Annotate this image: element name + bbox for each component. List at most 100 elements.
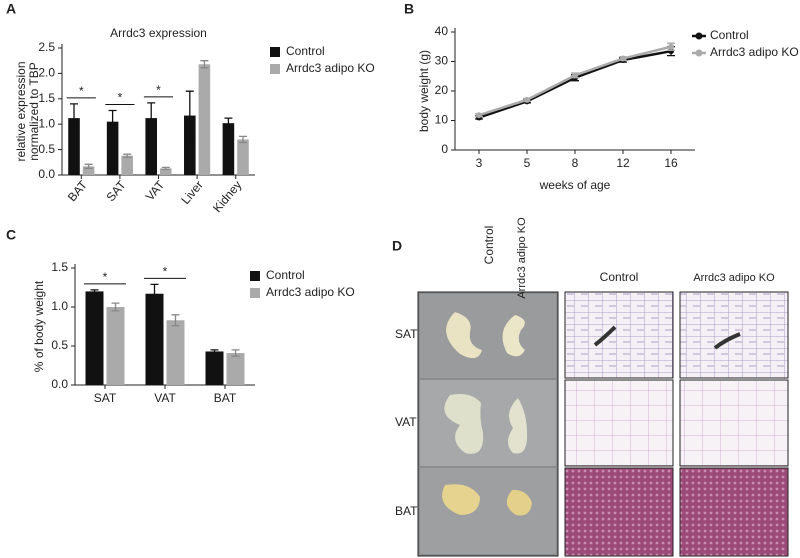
bar xyxy=(205,351,224,385)
bar xyxy=(160,168,172,175)
histology-column-label: Arrdc3 adipo KO xyxy=(693,272,775,284)
vessel xyxy=(713,332,741,350)
y-tick-label: 1.0 xyxy=(38,116,55,130)
row-label: BAT xyxy=(395,504,418,518)
histology xyxy=(679,467,789,557)
legend-label: Control xyxy=(286,44,325,58)
y-tick-label: 0.5 xyxy=(38,142,55,156)
y-axis-label: % of body weight xyxy=(32,280,46,372)
panel-label: D xyxy=(392,238,402,254)
histology xyxy=(564,379,674,467)
legend-label: Arrdc3 adipo KO xyxy=(266,285,355,299)
legend-swatch xyxy=(270,47,280,57)
y-tick-label: 1.0 xyxy=(51,299,68,313)
legend-swatch xyxy=(250,288,260,298)
error-bar xyxy=(90,289,99,294)
panel-label: C xyxy=(6,227,16,243)
x-axis-label: weeks of age xyxy=(539,178,611,192)
y-tick-label: 0.5 xyxy=(51,338,68,352)
bar xyxy=(85,291,104,385)
y-tick-label: 1.5 xyxy=(38,91,55,105)
x-tick-label: BAT xyxy=(214,391,237,405)
point xyxy=(620,55,626,62)
y-tick-label: 10 xyxy=(435,113,449,127)
error-bar xyxy=(147,102,156,134)
y-tick-label: 2.0 xyxy=(38,66,55,80)
y-tick-label: 1.5 xyxy=(51,260,68,274)
tissue xyxy=(444,394,484,454)
tissue xyxy=(446,312,482,359)
significance-label: * xyxy=(156,83,161,97)
significance-label: * xyxy=(79,84,84,98)
y-tick-label: 0 xyxy=(441,142,448,156)
bar xyxy=(106,307,125,385)
y-axis-label: relative expression xyxy=(14,61,28,161)
error-bar xyxy=(123,153,132,158)
bar xyxy=(121,155,133,175)
legend-label: Control xyxy=(266,268,305,282)
legend-label: Arrdc3 adipo KO xyxy=(710,45,799,59)
tissue xyxy=(506,489,532,516)
y-tick-label: 20 xyxy=(435,83,449,97)
bar xyxy=(222,123,235,175)
error-bar xyxy=(108,109,117,134)
y-tick-label: 2.5 xyxy=(38,40,55,54)
point xyxy=(572,72,578,79)
error-bar xyxy=(210,349,219,354)
x-tick-label: 3 xyxy=(476,156,483,170)
error-bar xyxy=(224,117,233,129)
legend-label: Arrdc3 adipo KO xyxy=(286,61,375,75)
bar xyxy=(82,166,95,175)
bar xyxy=(145,293,164,385)
chart-title: Arrdc3 expression xyxy=(110,26,207,40)
photo xyxy=(420,380,556,466)
error-bar xyxy=(150,283,159,304)
histology xyxy=(564,291,674,379)
panel-label: B xyxy=(404,1,414,17)
legend-label: Control xyxy=(710,28,749,42)
bar xyxy=(184,115,196,175)
error-bar xyxy=(238,135,247,144)
error-bar xyxy=(185,90,194,141)
row-label: SAT xyxy=(395,327,418,341)
significance-label: * xyxy=(163,265,168,279)
x-tick-label: 5 xyxy=(524,156,531,170)
tissue xyxy=(442,484,480,515)
photo xyxy=(420,294,556,378)
y-axis-label: normalized to TBP xyxy=(27,62,41,161)
histology-column-label: Control xyxy=(600,270,639,284)
y-tick-label: 0.0 xyxy=(51,377,68,391)
tissue xyxy=(508,398,528,454)
error-bar xyxy=(171,314,180,327)
x-tick-label: 12 xyxy=(616,156,630,170)
bar xyxy=(68,118,80,175)
significance-label: * xyxy=(118,91,123,105)
point xyxy=(476,112,482,119)
x-tick-label: 16 xyxy=(664,156,678,170)
x-tick-label: VAT xyxy=(154,391,176,405)
photo-column-label: Control xyxy=(482,226,496,265)
vessel xyxy=(593,325,617,347)
bar xyxy=(198,64,211,175)
y-tick-label: 30 xyxy=(435,54,449,68)
histology xyxy=(679,379,789,467)
panel-d: D Control Arrdc3 adipo KO Control Arrdc3… xyxy=(392,217,789,557)
bar xyxy=(226,353,245,385)
legend-swatch xyxy=(250,271,260,281)
bar xyxy=(166,320,185,385)
error-bar xyxy=(161,166,170,171)
error-bar xyxy=(200,60,209,69)
y-axis-label: body weight (g) xyxy=(417,50,431,132)
histology xyxy=(564,467,674,557)
x-tick-label: SAT xyxy=(94,391,117,405)
x-tick-label: 8 xyxy=(572,156,579,170)
error-bar xyxy=(111,302,120,312)
point xyxy=(668,43,674,50)
point xyxy=(524,96,530,103)
legend-swatch xyxy=(695,49,703,57)
y-tick-label: 40 xyxy=(435,24,449,38)
photo xyxy=(420,468,556,554)
bar xyxy=(106,121,119,175)
significance-label: * xyxy=(103,270,108,284)
